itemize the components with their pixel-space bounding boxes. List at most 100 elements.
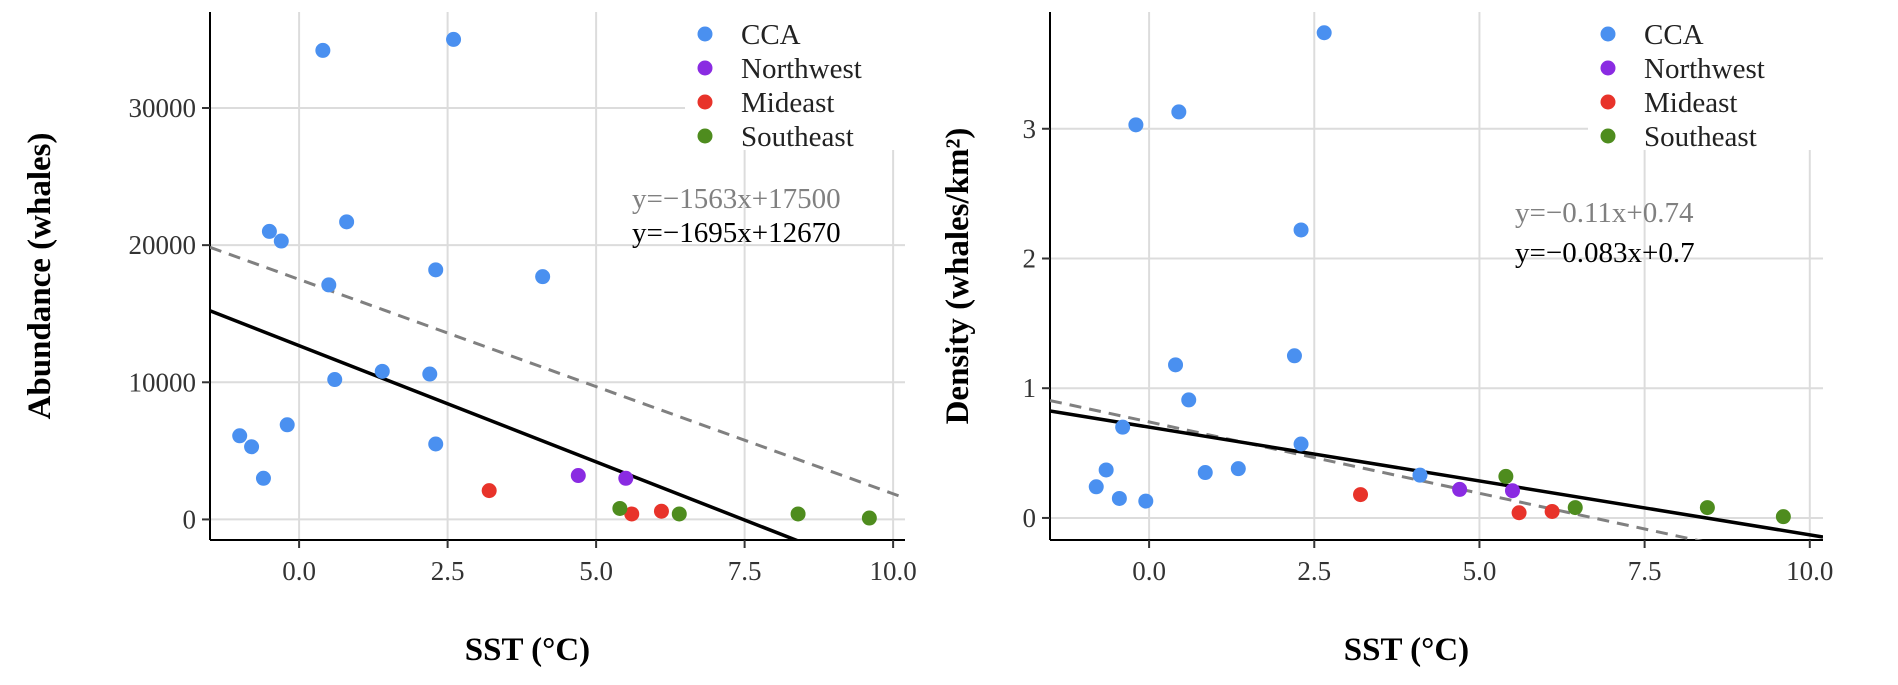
y-tick-label: 0 xyxy=(183,504,197,534)
point-northwest xyxy=(618,470,634,486)
solid-fit-equation: y=−0.083x+0.7 xyxy=(1515,237,1695,269)
legend-label-northwest: Northwest xyxy=(741,53,862,85)
legend-marker-mideast xyxy=(697,94,713,110)
point-cca xyxy=(1128,117,1144,133)
y-tick-label: 0 xyxy=(1023,503,1037,533)
chart-panel-1: 0.0 2.5 5.0 7.5 10.0 0 10000 20000 30000 SST (°C)… xyxy=(22,10,917,668)
point-cca xyxy=(327,372,343,388)
point-cca xyxy=(321,277,337,293)
legend-label-northwest: Northwest xyxy=(1644,53,1765,85)
y-axis-title: Density (whales/km²) xyxy=(940,128,976,425)
x-tick-label: 7.5 xyxy=(1628,556,1662,586)
y-tick-label: 30000 xyxy=(129,93,197,123)
point-southeast xyxy=(1699,500,1715,516)
point-mideast xyxy=(624,506,640,522)
point-cca xyxy=(1286,348,1302,364)
point-cca xyxy=(261,223,277,239)
point-cca xyxy=(315,42,331,58)
legend-label-southeast: Southeast xyxy=(1644,121,1757,153)
y-tick-label: 10000 xyxy=(129,367,197,397)
point-mideast xyxy=(481,483,497,499)
point-southeast xyxy=(790,506,806,522)
x-tick-label: 0.0 xyxy=(1132,556,1166,586)
legend-label-mideast: Mideast xyxy=(741,87,834,119)
y-axis-title: Abundance (whales) xyxy=(22,133,58,420)
legend-label-southeast: Southeast xyxy=(741,121,854,153)
point-cca xyxy=(422,366,438,382)
point-northwest xyxy=(570,468,586,484)
x-tick-label: 10.0 xyxy=(869,556,916,586)
x-tick-label: 0.0 xyxy=(282,556,316,586)
legend-marker-mideast xyxy=(1600,94,1616,110)
legend-background xyxy=(1588,10,1823,150)
x-tick-label: 2.5 xyxy=(431,556,465,586)
point-cca xyxy=(1098,462,1114,478)
point-cca xyxy=(1293,436,1309,452)
legend-marker-northwest xyxy=(1600,60,1616,76)
point-northwest xyxy=(1504,483,1520,499)
x-tick-label: 5.0 xyxy=(579,556,613,586)
point-southeast xyxy=(671,506,687,522)
point-cca xyxy=(244,439,260,455)
x-axis-title: SST (°C) xyxy=(1344,632,1469,668)
point-cca xyxy=(1181,392,1197,408)
x-tick-label: 5.0 xyxy=(1463,556,1497,586)
point-cca xyxy=(273,233,289,249)
point-cca xyxy=(1138,493,1154,509)
solid-fit-equation: y=−1695x+12670 xyxy=(632,217,841,249)
legend-marker-southeast xyxy=(697,128,713,144)
point-cca xyxy=(232,428,248,444)
point-southeast xyxy=(1498,468,1514,484)
point-cca xyxy=(1412,467,1428,483)
x-tick-label: 2.5 xyxy=(1297,556,1331,586)
x-tick-label: 7.5 xyxy=(728,556,762,586)
point-southeast xyxy=(612,500,628,516)
point-cca xyxy=(279,417,295,433)
legend-label-cca: CCA xyxy=(1644,19,1704,51)
point-cca xyxy=(255,470,271,486)
x-axis-title: SST (°C) xyxy=(465,632,590,668)
dashed-fit-line xyxy=(1050,399,1703,540)
point-cca xyxy=(446,31,462,47)
point-cca xyxy=(428,436,444,452)
point-cca xyxy=(374,363,390,379)
point-mideast xyxy=(1353,487,1369,503)
dashed-fit-equation: y=−0.11x+0.74 xyxy=(1515,197,1694,229)
point-cca xyxy=(1293,222,1309,238)
solid-fit-line xyxy=(210,309,801,540)
point-southeast xyxy=(861,510,877,526)
point-cca xyxy=(535,269,551,285)
y-tick-label: 3 xyxy=(1023,114,1037,144)
point-cca xyxy=(1115,419,1131,435)
y-tick-label: 20000 xyxy=(129,230,197,260)
x-tick-label: 10.0 xyxy=(1786,556,1833,586)
point-cca xyxy=(1316,25,1332,41)
point-cca xyxy=(1230,461,1246,477)
point-cca xyxy=(339,214,355,230)
legend-marker-cca xyxy=(697,26,713,42)
point-southeast xyxy=(1775,509,1791,525)
legend-background xyxy=(685,10,905,150)
point-northwest xyxy=(1452,481,1468,497)
point-cca xyxy=(1088,479,1104,495)
point-cca xyxy=(1111,490,1127,506)
point-mideast xyxy=(653,503,669,519)
point-cca xyxy=(428,262,444,278)
legend-label-mideast: Mideast xyxy=(1644,87,1737,119)
point-cca xyxy=(1197,465,1213,481)
legend-marker-cca xyxy=(1600,26,1616,42)
dashed-fit-equation: y=−1563x+17500 xyxy=(632,183,841,215)
point-mideast xyxy=(1544,503,1560,519)
legend-label-cca: CCA xyxy=(741,19,801,51)
dashed-fit-line xyxy=(210,245,905,500)
point-mideast xyxy=(1511,505,1527,521)
legend-marker-northwest xyxy=(697,60,713,76)
point-southeast xyxy=(1567,500,1583,516)
y-tick-label: 2 xyxy=(1023,243,1037,273)
point-cca xyxy=(1168,357,1184,373)
point-cca xyxy=(1171,104,1187,120)
legend-marker-southeast xyxy=(1600,128,1616,144)
solid-fit-line xyxy=(1050,409,1823,539)
